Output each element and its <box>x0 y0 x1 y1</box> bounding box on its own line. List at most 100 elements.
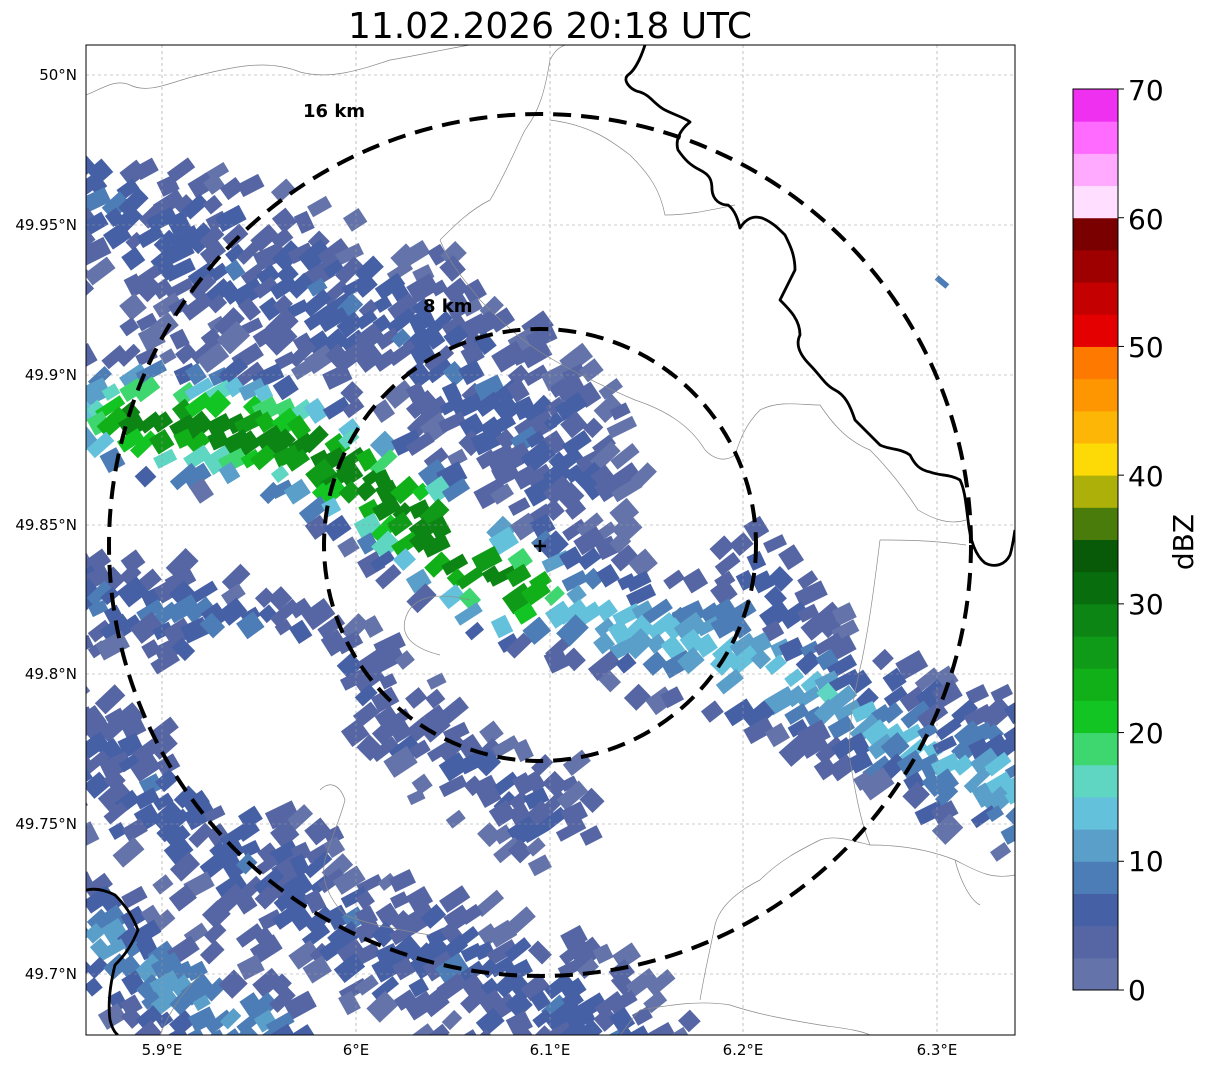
echo-bin <box>371 715 403 746</box>
echo-bin <box>165 594 200 624</box>
echo-bin <box>340 381 364 405</box>
echo-bin <box>86 790 88 813</box>
echo-bin <box>408 977 430 998</box>
echo-bin <box>813 698 840 724</box>
echo-bin <box>438 735 467 763</box>
echo-bin <box>188 1006 218 1033</box>
echo-bin <box>473 477 510 510</box>
echo-bin <box>438 411 467 434</box>
echo-bin <box>666 1026 690 1035</box>
echo-bin <box>287 272 314 299</box>
echo-bin <box>965 684 990 705</box>
echo-bin <box>408 527 436 554</box>
echo-bin <box>710 611 741 639</box>
echo-bin <box>165 824 191 849</box>
echo-bin <box>463 775 485 797</box>
echo-bin <box>238 297 261 321</box>
echo-bin <box>615 652 637 674</box>
echo-bin <box>425 1023 450 1035</box>
echo-bin <box>379 673 398 690</box>
echo-bin <box>173 194 199 219</box>
echo-bin <box>169 580 197 608</box>
echo-bin <box>441 314 468 338</box>
echo-bin <box>235 361 264 387</box>
echo-bin <box>951 698 979 725</box>
echo-bin <box>424 475 453 504</box>
echo-bin <box>412 264 435 285</box>
echo-bin <box>171 637 196 662</box>
lon-tick-label: 5.9°E <box>142 1041 183 1059</box>
echo-bin <box>335 243 364 266</box>
echo-bin <box>693 633 718 658</box>
echo-bin <box>199 612 226 639</box>
echo-bin <box>159 348 177 365</box>
echo-bin <box>354 919 382 944</box>
echo-bin <box>222 223 249 249</box>
echo-bin <box>562 647 586 672</box>
echo-bin <box>607 989 638 1015</box>
echo-bin <box>387 293 421 326</box>
echo-bin <box>454 602 483 626</box>
echo-bin <box>418 395 450 424</box>
echo-bin <box>631 1006 653 1026</box>
echo-bin <box>997 731 1015 757</box>
echo-bin <box>560 447 584 469</box>
echo-bin <box>495 428 517 451</box>
echo-bin <box>267 586 293 611</box>
echo-bin <box>171 398 195 421</box>
echo-bin <box>833 699 862 722</box>
echo-bin <box>204 805 226 823</box>
echo-bin <box>458 359 485 386</box>
echo-bin <box>544 1002 576 1032</box>
echo-bin <box>150 716 179 744</box>
echo-bin <box>152 621 174 641</box>
echo-bin <box>778 601 810 630</box>
echo-bin <box>101 383 121 401</box>
echo-bin <box>304 817 333 846</box>
echo-bin <box>506 378 530 403</box>
echo-bin <box>1004 757 1015 779</box>
echo-bin <box>130 430 159 459</box>
echo-bin <box>405 389 437 420</box>
echo-bin <box>439 885 471 913</box>
echo-bin <box>116 428 145 453</box>
echo-bin <box>270 819 300 849</box>
colorbar-bin <box>1073 668 1118 701</box>
echo-bin <box>322 396 351 420</box>
echo-bin <box>917 722 939 741</box>
echo-bin <box>119 563 142 586</box>
echo-bin <box>185 960 208 982</box>
echo-bin <box>512 739 534 763</box>
echo-bin <box>544 972 574 1000</box>
echo-bin <box>508 790 529 811</box>
echo-bin <box>108 822 128 841</box>
echo-bin <box>164 566 197 594</box>
echo-bin <box>511 772 536 797</box>
echo-bin <box>559 342 594 375</box>
echo-bin <box>338 990 361 1016</box>
echo-bin <box>984 751 1012 777</box>
echo-bin <box>390 475 420 505</box>
echo-bin <box>831 602 857 626</box>
echo-bin <box>116 576 149 608</box>
echo-bin <box>935 717 962 741</box>
lat-tick-label: 49.95°N <box>15 216 77 234</box>
echo-bin <box>355 890 375 910</box>
echo-bin <box>156 174 180 197</box>
echo-bin <box>388 718 413 744</box>
echo-bin <box>628 548 658 579</box>
echo-bin <box>164 257 196 282</box>
echo-bin <box>323 836 346 859</box>
echo-bin <box>488 565 518 587</box>
echo-bin <box>784 703 810 725</box>
echo-bin <box>322 292 352 318</box>
echo-bin <box>436 972 469 1001</box>
echo-bin <box>830 737 855 760</box>
echo-bin <box>129 919 162 947</box>
echo-bin <box>169 1010 196 1035</box>
echo-bin <box>606 415 638 439</box>
echo-bin <box>336 340 370 370</box>
echo-bin <box>487 307 516 333</box>
echo-bin <box>94 684 126 715</box>
echo-bin <box>406 583 437 614</box>
